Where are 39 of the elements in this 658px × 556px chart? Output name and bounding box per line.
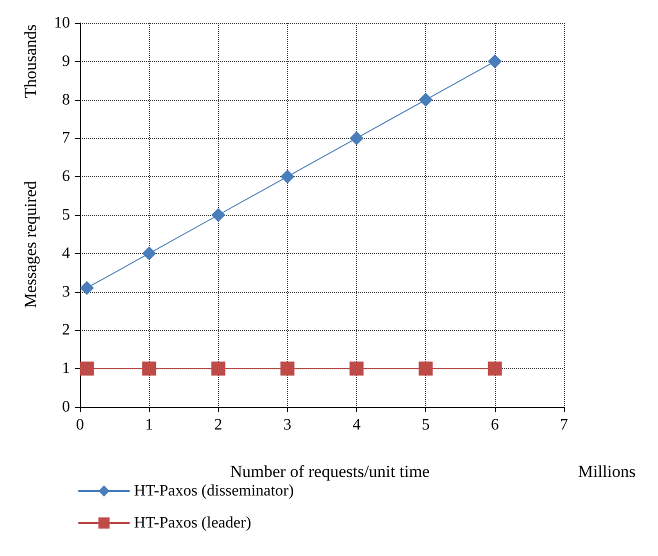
y-tick-label: 9	[62, 52, 70, 70]
point	[211, 362, 226, 376]
x-tick-label: 5	[422, 416, 430, 434]
y-axis-title: Messages required	[21, 180, 40, 308]
x-tick-label: 3	[283, 416, 292, 434]
x-axis-title: Number of requests/unit time	[230, 462, 430, 481]
y-tick-label: 4	[62, 244, 70, 262]
x-tick-label: 2	[214, 416, 222, 434]
y-tick-label: 2	[62, 322, 70, 339]
point	[280, 170, 294, 184]
point	[418, 92, 433, 107]
x-tick-label: 0	[76, 416, 84, 434]
point	[142, 246, 156, 260]
y-tick-label: 1	[62, 360, 70, 378]
text: Millions	[578, 462, 636, 481]
y-tick-label: 0	[62, 398, 70, 416]
point	[488, 54, 502, 68]
x-tick-label: 4	[352, 416, 361, 434]
y-tick-label: 5	[62, 206, 70, 224]
legend-label: HT-Paxos (leader)	[134, 514, 252, 532]
point	[142, 362, 156, 376]
point	[211, 208, 226, 222]
point	[80, 362, 94, 376]
point	[418, 362, 433, 376]
point	[280, 362, 294, 376]
y-tick-label: 10	[54, 14, 70, 32]
point	[488, 362, 502, 376]
y-tick-label: 3	[62, 283, 70, 300]
y-tick-label: 8	[62, 91, 70, 108]
text: Thousands	[21, 24, 40, 98]
x-tick-label: 6	[490, 416, 499, 434]
y-tick-label: 7	[62, 130, 70, 147]
point	[350, 362, 364, 376]
x-tick-label: 1	[145, 416, 154, 434]
legend-label: HT-Paxos (disseminator)	[134, 482, 294, 500]
x-tick-label: 7	[560, 416, 568, 434]
y-tick-label: 6	[62, 168, 70, 186]
point	[350, 131, 364, 146]
point	[80, 280, 94, 295]
